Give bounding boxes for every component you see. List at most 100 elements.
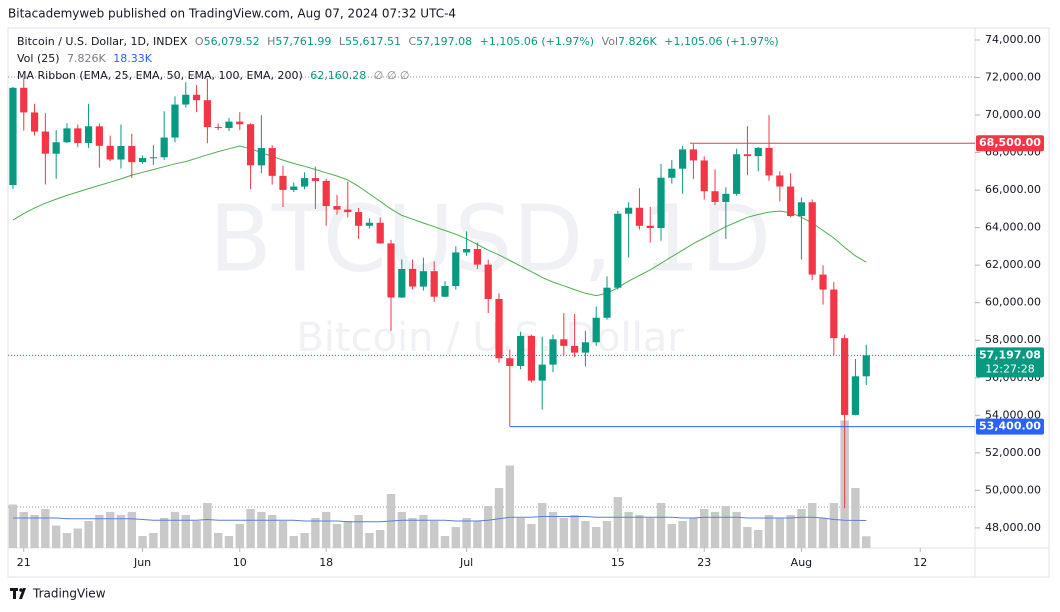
- symbol: Bitcoin / U.S. Dollar, 1D, INDEX: [17, 35, 188, 48]
- indicator-name: Vol (25): [17, 52, 60, 65]
- candle-body: [246, 124, 255, 166]
- candle-body: [787, 186, 795, 217]
- volume-bar: [149, 533, 158, 548]
- volume-bar: [95, 515, 104, 548]
- ema-line: [12, 145, 867, 297]
- candle-body: [646, 225, 654, 229]
- volume-ma-line: [13, 516, 867, 523]
- candle-body: [473, 249, 482, 265]
- volume-bar: [732, 512, 741, 548]
- y-tick-label: 72,000.00: [985, 71, 1041, 84]
- candle-body: [149, 157, 157, 159]
- volume-bar: [300, 533, 309, 548]
- candle-body: [527, 335, 536, 381]
- volume-bar: [818, 518, 828, 548]
- volume-bar: [278, 521, 288, 548]
- candle-body: [160, 137, 168, 158]
- volume-bar: [267, 515, 277, 548]
- candle-body: [711, 191, 719, 202]
- candle-body: [484, 264, 492, 299]
- watermark-sub: Bitcoin / U.S. Dollar: [296, 315, 684, 361]
- indicator-value: 7.826K: [67, 52, 106, 65]
- price-line-label: 68,500.00: [979, 136, 1041, 149]
- volume-bar: [656, 503, 666, 548]
- legend-ma: MA Ribbon (EMA, 25, EMA, 50, EMA, 100, E…: [17, 69, 414, 83]
- candle-body: [571, 345, 579, 353]
- volume-bar: [613, 497, 623, 548]
- volume-bar: [343, 521, 352, 548]
- y-tick-label: 66,000.00: [985, 183, 1041, 196]
- volume-bar: [775, 518, 785, 548]
- volume-bar: [19, 512, 28, 548]
- y-tick-label: 50,000.00: [985, 483, 1041, 496]
- candle-body: [225, 121, 233, 128]
- candle-body: [203, 100, 211, 128]
- x-tick-label: 12: [913, 556, 927, 569]
- x-tick-label: Jul: [459, 556, 473, 569]
- candle-body: [344, 209, 352, 213]
- legend-main: Bitcoin / U.S. Dollar, 1D, INDEX O56,079…: [17, 35, 783, 49]
- volume-bar: [754, 530, 763, 548]
- x-tick-label: 18: [319, 556, 333, 569]
- ohlc-key: O: [194, 35, 204, 48]
- candle-body: [700, 160, 708, 192]
- volume-bar: [8, 504, 18, 548]
- candle-body: [722, 193, 730, 202]
- volume-bar: [451, 527, 460, 548]
- candle-body: [538, 364, 546, 381]
- candle-body: [495, 298, 503, 359]
- candle-body: [862, 355, 870, 377]
- candle-body: [300, 178, 309, 187]
- volume-bar: [689, 518, 698, 548]
- volume-bar: [505, 465, 515, 548]
- y-tick-label: 64,000.00: [985, 221, 1041, 234]
- candle-body: [63, 128, 71, 143]
- candle-body: [776, 175, 784, 187]
- volume-bar: [667, 524, 677, 548]
- ohlc-value: 57,761.99: [275, 35, 332, 48]
- candle-body: [765, 147, 773, 176]
- volume-bar: [116, 515, 126, 548]
- volume-bar: [570, 515, 579, 548]
- candle-body: [441, 286, 449, 297]
- volume-bar: [516, 518, 525, 548]
- x-tick-label: 15: [611, 556, 625, 569]
- candle-body: [236, 121, 244, 125]
- indicator-value: 62,160.28: [310, 69, 367, 82]
- candle-body: [452, 252, 460, 287]
- y-tick-label: 74,000.00: [985, 33, 1041, 46]
- candle-body: [625, 207, 633, 214]
- volume-bar: [73, 528, 82, 548]
- volume-bar: [797, 509, 806, 548]
- vol-value: 7.826K: [618, 35, 657, 48]
- candle-body: [808, 202, 816, 275]
- x-tick-label: 10: [233, 556, 247, 569]
- ohlc-value: 56,079.52: [203, 35, 260, 48]
- legend-volume: Vol (25) 7.826K 18.33K: [17, 52, 156, 66]
- candle-body: [9, 87, 17, 186]
- volume-bar: [440, 536, 450, 548]
- footer: TradingView: [32, 587, 106, 601]
- candle-body: [754, 147, 762, 157]
- volume-bar: [246, 509, 255, 548]
- volume-bar: [213, 533, 223, 548]
- volume-bar: [635, 515, 644, 548]
- candle-body: [614, 213, 622, 288]
- candle-body: [20, 87, 28, 113]
- price-line-label-bg: [976, 135, 1044, 152]
- indicator-ma: 18.33K: [113, 52, 152, 65]
- x-tick-label: 23: [697, 556, 711, 569]
- y-tick-label: 48,000.00: [985, 521, 1041, 534]
- volume-bar: [538, 503, 547, 548]
- candle-body: [830, 289, 838, 339]
- y-tick-label: 54,000.00: [985, 408, 1041, 421]
- volume-bar: [203, 503, 212, 548]
- candle-body: [30, 112, 39, 132]
- volume-bar: [181, 515, 190, 548]
- candle-body: [365, 222, 373, 226]
- price-line-label: 53,400.00: [979, 420, 1041, 433]
- volume-bar: [721, 506, 731, 548]
- candle-body: [841, 338, 849, 415]
